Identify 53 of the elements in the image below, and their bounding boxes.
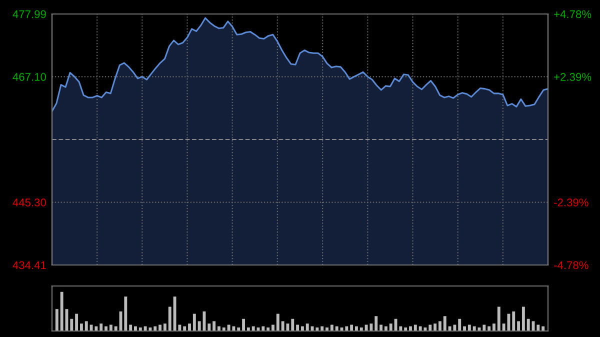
bar: [55, 309, 58, 331]
bar: [188, 324, 191, 331]
bar: [512, 311, 516, 331]
bar: [109, 324, 112, 331]
bar: [84, 321, 88, 331]
bar: [526, 318, 530, 331]
bar: [428, 324, 432, 331]
bar: [75, 314, 78, 331]
bar: [374, 316, 378, 331]
bar: [70, 318, 74, 331]
bar: [291, 318, 294, 331]
bar: [80, 324, 83, 331]
bar: [129, 324, 132, 331]
bar: [100, 324, 103, 331]
bar: [208, 324, 211, 331]
bar: [389, 324, 392, 331]
bar: [468, 324, 471, 331]
bar: [168, 306, 172, 331]
bar: [124, 296, 128, 331]
bar: [272, 324, 274, 331]
bar: [414, 324, 417, 331]
bar: [276, 314, 280, 331]
bar: [380, 324, 383, 331]
y2-tick-label: -2.39%: [554, 198, 588, 206]
y-tick-label: 477.99: [12, 10, 46, 18]
bar: [350, 324, 354, 331]
bar: [517, 321, 520, 331]
bar: [242, 318, 245, 331]
bar: [438, 321, 442, 331]
y2-tick-label: +4.78%: [554, 10, 592, 18]
bar: [198, 321, 201, 331]
bar: [443, 316, 446, 331]
bar: [482, 324, 486, 331]
bar: [306, 324, 309, 331]
y2-tick-label: -4.78%: [554, 261, 588, 270]
bar: [158, 324, 162, 331]
y-tick-label: 467.10: [12, 72, 46, 81]
bar: [163, 324, 166, 331]
bar: [434, 324, 437, 331]
bar: [212, 321, 216, 331]
bar: [458, 318, 462, 331]
bar: [330, 324, 334, 331]
y-tick-label: 434.41: [12, 261, 46, 270]
bar: [497, 306, 500, 331]
bar: [192, 314, 196, 331]
bar: [60, 292, 64, 331]
bar: [522, 306, 525, 331]
bar: [492, 324, 496, 331]
bar: [536, 324, 540, 331]
y2-tick-label: +2.39%: [554, 73, 592, 81]
y-tick-label: 445.30: [12, 198, 46, 206]
bar: [296, 324, 300, 331]
bar: [178, 324, 182, 331]
